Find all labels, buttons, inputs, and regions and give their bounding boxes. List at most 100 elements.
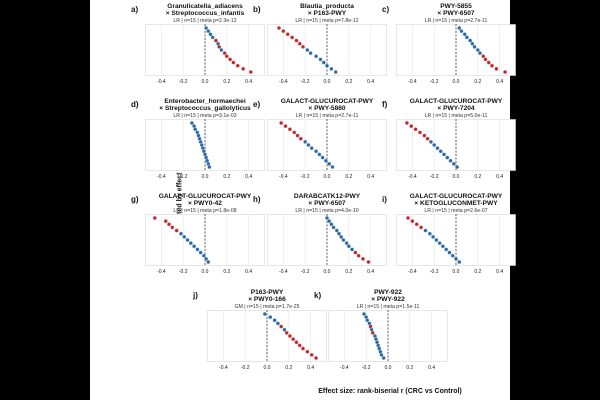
cohort-point — [248, 69, 253, 75]
panel-title-line-2: × P163-PWY — [307, 10, 347, 17]
cohort-point — [206, 29, 211, 34]
cohort-point — [300, 44, 306, 49]
cohort-point — [366, 259, 371, 265]
x-tick-label: 0.0 — [453, 79, 460, 85]
panel-letter: j) — [193, 291, 198, 300]
cohort-point — [321, 60, 326, 65]
panel-k: k) PWY-922 × PWY-922 LR | n=15 | meta p=1.5… — [314, 288, 448, 380]
x-tick-label: -0.2 — [179, 269, 188, 275]
cohort-point — [207, 164, 212, 170]
cohort-point — [361, 311, 367, 317]
cohort-point — [182, 234, 187, 239]
cohort-point — [450, 253, 455, 258]
panel-title: PWY-922 × PWY-922 — [328, 289, 448, 303]
panel-j: j) P163-PWY × PWY0-166 GM | n=15 | meta p=1… — [193, 288, 327, 380]
x-tick-label: 0.4 — [496, 269, 503, 275]
panel-i: i) GALACT-GLUCUROCAT-PWY × KETOGLUCONMET-P… — [382, 192, 516, 284]
panel-title-line-2: × Streptococcus_infantis — [165, 10, 245, 17]
x-tick-label: 0.0 — [324, 174, 331, 180]
x-tick-label: -0.2 — [179, 174, 188, 180]
x-tick-label: -0.4 — [340, 365, 349, 371]
cohort-point — [324, 215, 330, 221]
panel-title-line-1: GALACT-GLUCUROCAT-PWY — [409, 193, 503, 200]
cohort-point — [282, 327, 287, 332]
x-tick-label: 0.2 — [345, 79, 352, 85]
cohort-point — [193, 127, 198, 132]
cohort-point — [308, 51, 313, 56]
panel-title-line-1: DARABCATK12-PWY — [293, 193, 361, 200]
cohort-point — [201, 253, 206, 258]
panel-plot: -0.4 -0.2 0.0 0.2 0.4 — [396, 24, 516, 85]
cohort-point — [419, 225, 424, 230]
cohort-point — [455, 164, 460, 170]
cohort-point — [432, 142, 437, 148]
x-tick-label: 0.2 — [474, 174, 481, 180]
panel-letter: k) — [314, 291, 322, 300]
panel-e: e) GALACT-GLUCUROCAT-PWY × PWY-5860 LR | n=… — [253, 97, 387, 189]
x-tick-label: 0.4 — [496, 174, 503, 180]
cohort-point — [462, 32, 467, 37]
x-tick-label: -0.2 — [430, 174, 439, 180]
cohort-point — [468, 38, 473, 43]
x-tick-label: -0.4 — [279, 174, 288, 180]
cohort-point — [213, 38, 218, 43]
panel-stats: LR | n=15 | meta p=2.7e-11 — [295, 113, 359, 119]
panel-letter: b) — [253, 5, 261, 14]
cohort-point — [166, 222, 172, 227]
panel-plot: -0.4 -0.2 0.0 0.2 0.4 — [145, 24, 265, 85]
panel-title: DARABCATK12-PWY × PWY-6507 — [267, 193, 387, 207]
panel-letter: i) — [382, 195, 387, 204]
panel-stats: LR | n=15 | meta p=7.8e-12 — [295, 18, 359, 24]
x-tick-label: -0.2 — [301, 79, 310, 85]
x-tick-label: -0.2 — [241, 365, 250, 371]
cohort-point — [210, 35, 215, 40]
panel-title-line-1: GALACT-GLUCUROCAT-PWY — [280, 98, 374, 105]
cohort-point — [333, 69, 338, 75]
cohort-point — [477, 51, 483, 56]
cohort-point — [475, 47, 480, 53]
x-tick-label: -0.4 — [408, 174, 417, 180]
cohort-point — [379, 352, 384, 357]
x-tick-label: -0.4 — [279, 269, 288, 275]
x-tick-label: 0.4 — [367, 174, 374, 180]
panel-title: Granulicatella_adiacens × Streptococcus_i… — [145, 3, 265, 17]
panel-stats: LR | n=15 | meta p=2.7e-11 — [424, 18, 488, 24]
cohort-point — [341, 237, 346, 243]
cohort-point — [314, 149, 319, 154]
x-tick-label: -0.2 — [430, 269, 439, 275]
cohort-point — [422, 133, 427, 138]
panel-title-line-2: × PWY0-42 — [188, 200, 222, 207]
cohort-point — [339, 234, 344, 239]
cohort-point — [435, 146, 440, 151]
cohort-point — [291, 337, 296, 342]
panel-stats: LR | n=15 | meta p=5.0e-11 — [424, 113, 488, 119]
cohort-point — [440, 244, 445, 249]
cohort-point — [381, 355, 386, 361]
cohort-point — [459, 29, 464, 34]
panel-plot: -0.4 -0.2 0.0 0.2 0.4 — [396, 214, 516, 275]
cohort-point — [178, 231, 184, 236]
cohort-point — [228, 57, 233, 62]
cohort-point — [457, 259, 462, 265]
panel-title: Blautia_producta × P163-PWY — [267, 3, 387, 17]
cohort-point — [206, 259, 211, 265]
x-tick-label: 0.0 — [453, 269, 460, 275]
cohort-point — [279, 324, 284, 329]
cohort-point — [222, 51, 227, 56]
panel-title-line-2: × Streptococcus_gallolyticus — [159, 105, 251, 112]
cohort-point — [231, 60, 236, 65]
x-tick-label: 0.0 — [264, 365, 271, 371]
cohort-point — [330, 164, 335, 170]
cohort-point — [437, 241, 442, 246]
cohort-point — [457, 25, 462, 31]
cohort-point — [370, 330, 375, 335]
figure-canvas: Cohort (sorted by effect size) Effect si… — [90, 0, 516, 400]
panel-stats: LR | n=15 | meta p=3.1e-03 — [173, 113, 237, 119]
panel-plot: -0.4 -0.2 0.0 0.2 0.4 — [267, 214, 387, 275]
panel-title-line-1: GALACT-GLUCUROCAT-PWY — [158, 193, 252, 200]
panel-plot: -0.4 -0.2 0.0 0.2 0.4 — [145, 214, 265, 275]
cohort-point — [276, 25, 282, 31]
x-tick-label: 0.0 — [385, 365, 392, 371]
panel-title: GALACT-GLUCUROCAT-PWY × PWY-5860 — [267, 98, 387, 112]
x-tick-label: 0.4 — [367, 269, 374, 275]
